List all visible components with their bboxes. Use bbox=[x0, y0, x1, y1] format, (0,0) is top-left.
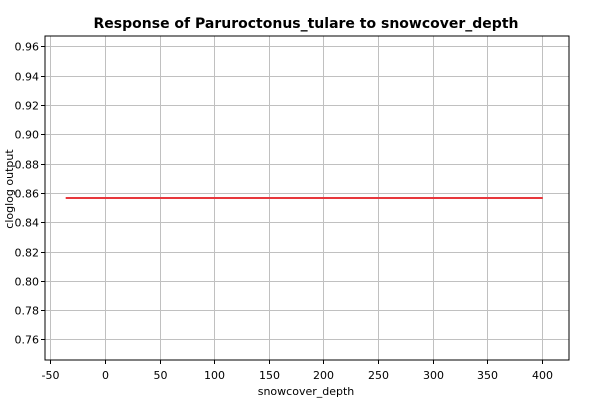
x-tick-label: 400 bbox=[532, 369, 553, 382]
x-tick-label: 250 bbox=[368, 369, 389, 382]
y-tick-label: 0.86 bbox=[15, 188, 40, 201]
y-axis-ticks: 0.76 0.78 0.80 0.82 0.84 0.86 0.88 0.90 0.92 0.94… bbox=[15, 41, 45, 347]
x-axis-ticks: -50 0 50 100 150 200 250 300 350 400 bbox=[42, 360, 553, 382]
x-tick-label: 200 bbox=[313, 369, 334, 382]
x-axis-title: snowcover_depth bbox=[258, 385, 355, 398]
y-gridlines bbox=[45, 46, 569, 340]
x-tick-label: -50 bbox=[42, 369, 60, 382]
x-tick-label: 350 bbox=[477, 369, 498, 382]
y-tick-label: 0.76 bbox=[15, 334, 40, 347]
y-tick-label: 0.94 bbox=[15, 71, 40, 84]
x-tick-label: 100 bbox=[204, 369, 225, 382]
chart-title: Response of Paruroctonus_tulare to snowc… bbox=[94, 16, 519, 32]
y-tick-label: 0.80 bbox=[15, 276, 40, 289]
y-tick-label: 0.96 bbox=[15, 41, 40, 54]
x-tick-label: 0 bbox=[102, 369, 109, 382]
y-tick-label: 0.92 bbox=[15, 100, 40, 113]
y-tick-label: 0.88 bbox=[15, 159, 40, 172]
y-tick-label: 0.84 bbox=[15, 217, 40, 230]
x-tick-label: 50 bbox=[154, 369, 168, 382]
y-tick-label: 0.82 bbox=[15, 247, 40, 260]
x-tick-label: 150 bbox=[259, 369, 280, 382]
y-tick-label: 0.90 bbox=[15, 129, 40, 142]
y-tick-label: 0.78 bbox=[15, 305, 40, 318]
x-tick-label: 300 bbox=[423, 369, 444, 382]
y-axis-title: cloglog output bbox=[3, 149, 16, 229]
plot-frame bbox=[44, 35, 570, 361]
